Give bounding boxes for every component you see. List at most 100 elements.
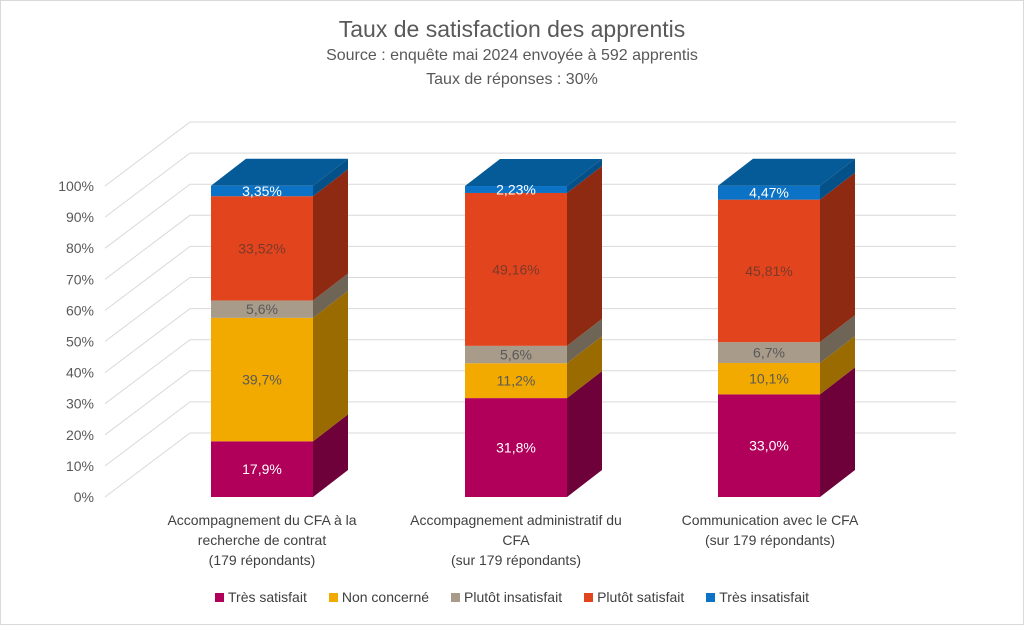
- gridline: [104, 308, 956, 373]
- x-category-label-line: recherche de contrat: [197, 532, 327, 548]
- gridline: [104, 245, 956, 311]
- bar-side-face: [820, 158, 855, 200]
- x-category-label-line: (sur 179 répondants): [451, 552, 581, 568]
- bar-segment: [211, 185, 313, 197]
- x-category-label-line: Communication avec le CFA: [681, 512, 859, 528]
- bar-segment: [211, 300, 313, 318]
- gridline: [104, 401, 956, 467]
- data-label: 10,1%: [749, 371, 789, 387]
- bar-segment: [465, 345, 567, 364]
- y-tick-label: 40%: [66, 365, 94, 381]
- data-label: 33,0%: [749, 438, 789, 454]
- bar-segment: [718, 394, 820, 497]
- y-tick-label: 80%: [66, 240, 94, 256]
- bar-side-face: [820, 315, 855, 363]
- bar-side-face: [313, 158, 348, 197]
- x-category-label: Accompagnement administratif du CFA (sur 1…: [386, 510, 646, 570]
- legend-label: Plutôt satisfait: [597, 589, 685, 605]
- data-label: 5,6%: [246, 301, 278, 317]
- x-category-label-line: Accompagnement administratif du: [410, 512, 622, 528]
- x-category-label-line: Accompagnement du CFA à la: [167, 512, 357, 528]
- bar-side-face: [820, 335, 855, 395]
- data-label: 5,6%: [500, 347, 532, 363]
- gridline: [104, 432, 956, 498]
- data-label: 39,7%: [242, 372, 282, 388]
- bar-segment: [465, 363, 567, 399]
- chart-title: Taux de satisfaction des apprentis: [338, 16, 686, 42]
- bar-side-face: [567, 318, 602, 364]
- bar-side-face: [567, 159, 602, 193]
- y-tick-label: 50%: [66, 334, 94, 350]
- legend-item: Plutôt insatisfait: [451, 589, 562, 605]
- y-tick-label: 10%: [66, 458, 94, 474]
- legend-label: Très satisfait: [228, 589, 307, 605]
- data-label: 45,81%: [745, 263, 792, 279]
- legend-label: Plutôt insatisfait: [464, 589, 563, 605]
- bar-side-face: [313, 414, 348, 497]
- legend-swatch-icon: [451, 592, 461, 602]
- legend-item: Non concerné: [328, 589, 430, 605]
- data-label: 6,7%: [753, 345, 785, 361]
- legend-swatch-icon: [215, 592, 225, 602]
- legend-item: Très satisfait: [215, 589, 307, 605]
- data-label: 11,2%: [497, 373, 536, 389]
- bar-segment: [718, 185, 820, 200]
- gridline: [104, 121, 956, 187]
- bar-top-face: [718, 158, 855, 186]
- legend-item: Plutôt satisfait: [584, 589, 684, 605]
- bar-side-face: [313, 169, 348, 301]
- bar-side-face: [567, 371, 602, 497]
- data-label: 4,47%: [749, 185, 789, 201]
- y-tick-label: 0%: [74, 489, 94, 505]
- bar-top-face: [211, 158, 348, 186]
- bar-side-face: [567, 165, 602, 346]
- gridline: [104, 152, 956, 218]
- chart-legend: Très satisfait Non concerné Plutôt insatis…: [0, 589, 1024, 605]
- y-tick-label: 20%: [66, 427, 94, 443]
- bar-segment: [211, 441, 313, 497]
- data-label: 31,8%: [496, 440, 536, 456]
- y-tick-label: 90%: [66, 209, 94, 225]
- gridline: [104, 214, 956, 280]
- legend-label: Non concerné: [341, 589, 430, 605]
- bar-side-face: [820, 172, 855, 343]
- legend-swatch-icon: [328, 592, 338, 602]
- x-category-label-line: (sur 179 répondants): [705, 532, 835, 548]
- chart-header: Taux de satisfaction des apprentis Sourc…: [0, 14, 1024, 92]
- y-tick-label: 30%: [66, 396, 94, 412]
- y-tick-label: 70%: [66, 271, 94, 287]
- bar-segment: [211, 196, 313, 301]
- x-category-label-line: CFA: [502, 532, 530, 548]
- bar-segment: [718, 199, 820, 343]
- bar-top-face: [465, 159, 602, 187]
- legend-label: Très insatisfait: [719, 589, 809, 605]
- data-label: 49,16%: [492, 261, 539, 277]
- data-label: 17,9%: [242, 461, 282, 477]
- bar-side-face: [820, 367, 855, 497]
- y-tick-label: 100%: [58, 178, 94, 194]
- bar-side-face: [567, 336, 602, 399]
- gridline: [104, 339, 956, 405]
- legend-item: Très insatisfait: [706, 589, 809, 605]
- gridline: [104, 370, 956, 436]
- y-tick-label: 60%: [66, 302, 94, 318]
- x-category-label: Accompagnement du CFA à la recherche de c…: [132, 510, 392, 570]
- bar-segment: [465, 186, 567, 193]
- bar-side-face: [313, 290, 348, 442]
- bar-segment: [718, 362, 820, 395]
- chart-subtitle-response-rate: Taux de réponses : 30%: [426, 71, 598, 88]
- x-category-label-line: (179 répondants): [208, 552, 316, 568]
- x-category-label: Communication avec le CFA (sur 179 répond…: [640, 510, 900, 550]
- bar-segment: [718, 342, 820, 363]
- legend-swatch-icon: [706, 592, 716, 602]
- gridline: [104, 183, 956, 249]
- bar-segment: [211, 317, 313, 442]
- data-label: 33,52%: [238, 240, 285, 256]
- data-label: 2,23%: [496, 181, 536, 197]
- gridline: [104, 277, 956, 342]
- bar-segment: [465, 192, 567, 346]
- bar-side-face: [313, 273, 348, 318]
- legend-swatch-icon: [584, 592, 594, 602]
- chart-subtitle-source: Source : enquête mai 2024 envoyée à 592 …: [326, 47, 698, 64]
